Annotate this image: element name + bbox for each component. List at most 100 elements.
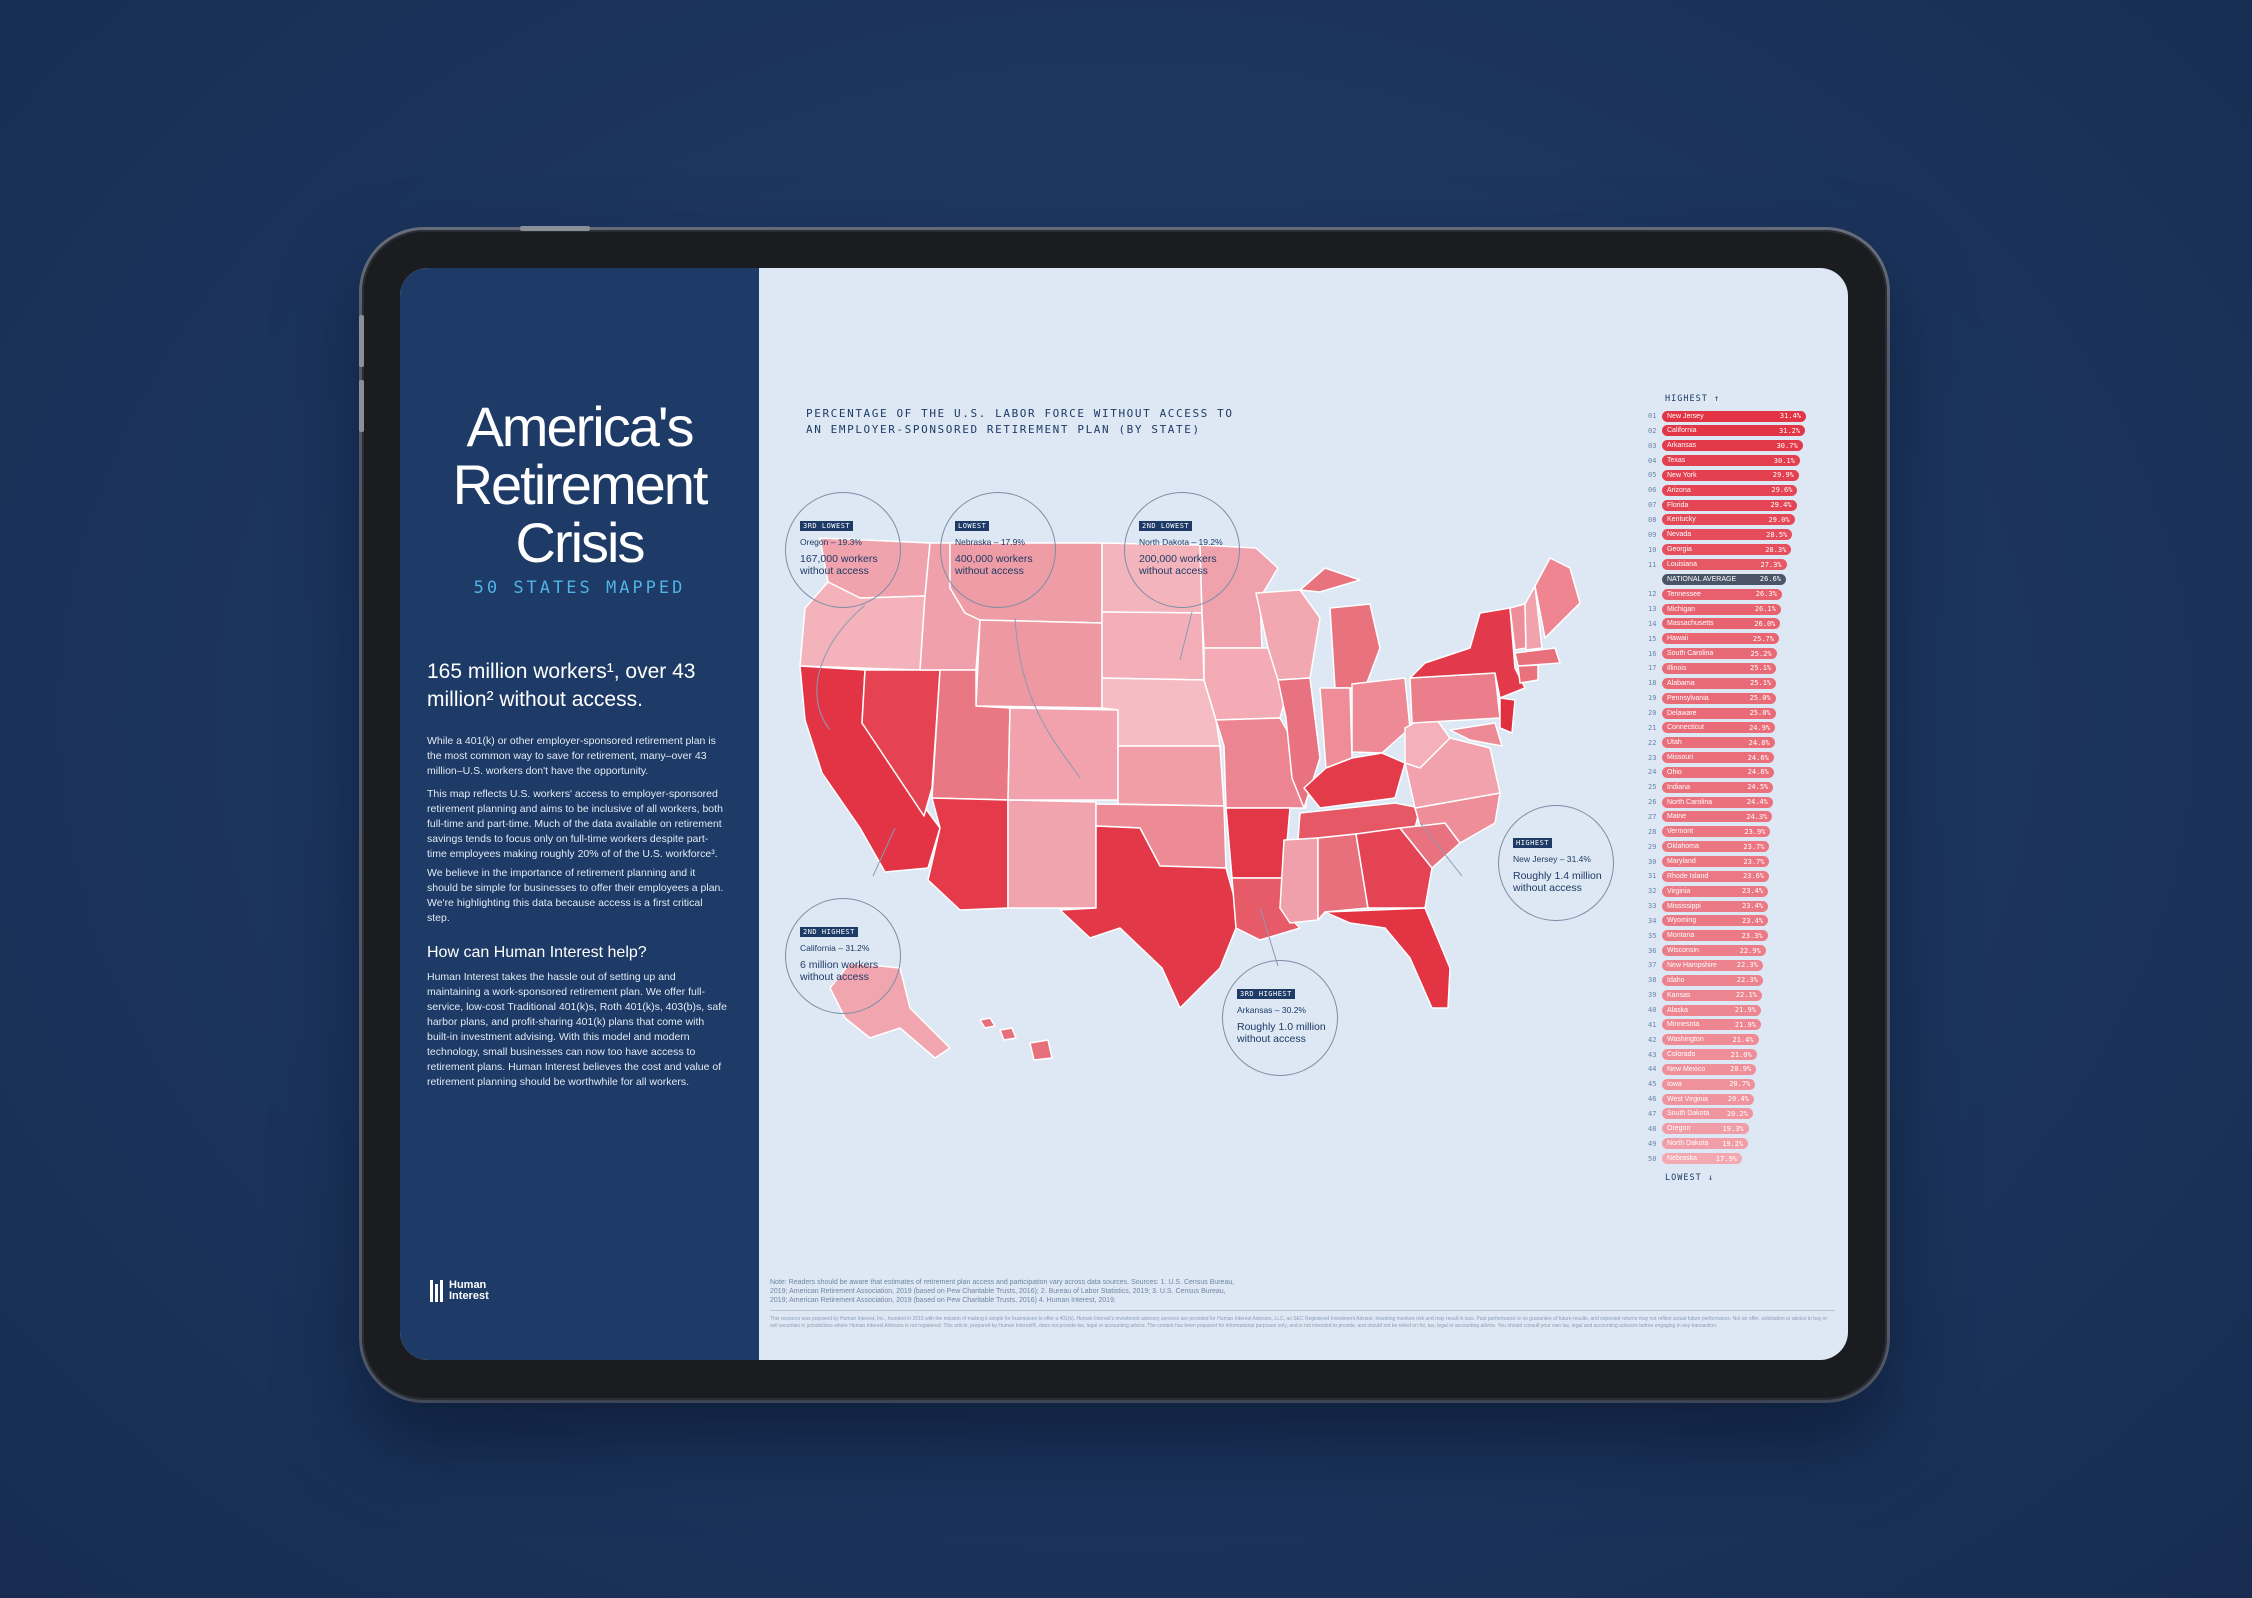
ranking-row: 45 Iowa 20.7% (1648, 1078, 1756, 1090)
ranking-row: 07 Florida 29.4% (1648, 499, 1797, 511)
ranking-state-name: Louisiana (1667, 561, 1697, 568)
ranking-row: 50 Nebraska 17.9% (1648, 1153, 1742, 1165)
ranking-value: 23.4% (1741, 887, 1764, 896)
ranking-state-name: Washington (1667, 1036, 1704, 1044)
ranking-state-name: Ohio (1667, 768, 1682, 776)
callout-badge: 2ND LOWEST (1139, 521, 1193, 531)
ranking-row: 19 Pennsylvania 25.0% (1648, 692, 1776, 704)
intro-paragraph: This map reflects U.S. workers' access t… (427, 788, 723, 860)
ranking-row: 14 Massachusetts 26.0% (1648, 618, 1781, 630)
ranking-value: 17.9% (1715, 1154, 1737, 1163)
callout-badge: LOWEST (955, 521, 990, 531)
ranking-bar: Wyoming 23.4% (1662, 915, 1769, 927)
ranking-index: 46 (1648, 1095, 1657, 1104)
ranking-state-name: Montana (1667, 932, 1695, 940)
ranking-index: 45 (1648, 1080, 1657, 1089)
ranking-state-name: California (1667, 427, 1697, 435)
callout-state: Oregon – 19.3% (800, 537, 862, 547)
ranking-value: 24.4% (1746, 798, 1768, 807)
callout-leader-line (872, 827, 896, 877)
ranking-index: 43 (1648, 1050, 1657, 1059)
ranking-value: 24.9% (1749, 723, 1771, 732)
ranking-state-name: Connecticut (1667, 724, 1704, 732)
ranking-state-name: Arkansas (1667, 442, 1697, 450)
callout-line: 167,000 workers (800, 553, 878, 565)
state-new-mexico (1007, 799, 1097, 909)
ranking-index: 02 (1648, 426, 1657, 435)
ranking-row: 28 Vermont 23.9% (1648, 826, 1771, 838)
ranking-value: 21.9% (1734, 1020, 1756, 1029)
callout-arkansas: 3RD HIGHEST Arkansas – 30.2% Roughly 1.0… (1222, 960, 1338, 1076)
callout-badge: 2ND HIGHEST (800, 927, 858, 937)
ranking-bar: Virginia 23.4% (1662, 885, 1769, 897)
ranking-row: 20 Delaware 25.0% (1648, 707, 1776, 719)
state-hawaii (979, 1017, 1053, 1061)
ranking-state-name: North Carolina (1667, 798, 1713, 806)
ranking-state-name: Missouri (1667, 754, 1694, 762)
callout-nebraska: LOWEST Nebraska – 17.9% 400,000 workers … (940, 492, 1056, 608)
ranking-index: 14 (1648, 619, 1657, 628)
ranking-index: 10 (1648, 545, 1657, 554)
ranking-state-name: NATIONAL AVERAGE (1667, 575, 1737, 583)
ranking-index: 18 (1648, 679, 1657, 688)
ranking-bar: Arkansas 30.7% (1662, 440, 1803, 452)
ranking-index: 07 (1648, 501, 1657, 510)
ranking-value: 30.1% (1773, 456, 1795, 465)
ranking-row: 08 Kentucky 29.0% (1648, 514, 1795, 526)
intro-paragraph: While a 401(k) or other employer-sponsor… (427, 735, 716, 777)
state-mississippi (1279, 837, 1319, 924)
ranking-row: 01 New Jersey 31.4% (1648, 410, 1806, 422)
ranking-bar: Texas 30.1% (1662, 455, 1800, 467)
callout-leader-line (816, 604, 866, 731)
ranking-bar: North Dakota 19.2% (1662, 1138, 1749, 1150)
ranking-value: 22.9% (1739, 946, 1761, 955)
disclaimer: This resource was prepared by Human Inte… (770, 1316, 1828, 1329)
ranking-row: 25 Indiana 24.5% (1648, 781, 1774, 793)
callout-line: 6 million workers (800, 959, 879, 971)
map-title-line: AN EMPLOYER-SPONSORED RETIREMENT PLAN (B… (806, 423, 1201, 436)
ranking-index: 19 (1648, 694, 1657, 703)
ranking-bar: Washington 21.4% (1662, 1034, 1759, 1046)
ranking-index: 47 (1648, 1109, 1657, 1118)
ranking-state-name: West Virginia (1667, 1095, 1708, 1103)
ranking-index: 49 (1648, 1139, 1657, 1148)
callout-oregon: 3RD LOWEST Oregon – 19.3% 167,000 worker… (785, 492, 901, 608)
ranking-row: 35 Montana 23.3% (1648, 930, 1768, 942)
ranking-state-name: New Jersey (1667, 412, 1704, 420)
ranking-index: 35 (1648, 931, 1657, 940)
tablet-side-button (359, 380, 364, 432)
ranking-bar: Kansas 22.1% (1662, 989, 1762, 1001)
page-title: America's Retirement Crisis (452, 395, 709, 574)
ranking-bar: Pennsylvania 25.0% (1662, 692, 1776, 704)
ranking-index: 15 (1648, 634, 1657, 643)
state-florida (1324, 907, 1451, 1009)
ranking-state-name: Kansas (1667, 991, 1691, 999)
ranking-value: 29.0% (1768, 515, 1790, 524)
ranking-state-name: North Dakota (1667, 1140, 1709, 1148)
help-paragraph: Human Interest takes the hassle out of s… (427, 971, 727, 1088)
ranking-value: 20.4% (1727, 1095, 1749, 1104)
ranking-bar: Rhode Island 23.6% (1662, 870, 1770, 882)
ranking-state-name: South Dakota (1667, 1110, 1710, 1118)
state-wyoming (975, 619, 1103, 709)
ranking-state-name: Alabama (1667, 679, 1695, 687)
ranking-value: 26.0% (1754, 619, 1776, 628)
tablet-side-button (359, 315, 364, 367)
ranking-index: 05 (1648, 471, 1657, 480)
state-new-jersey (1499, 697, 1516, 734)
ranking-value: 21.9% (1734, 1006, 1756, 1014)
ranking-state-name: Nevada (1667, 531, 1692, 539)
ranking-index: 40 (1648, 1006, 1657, 1014)
ranking-state-name: New Hampshire (1667, 961, 1717, 969)
ranking-index: 24 (1648, 768, 1657, 777)
ranking-index: 01 (1648, 412, 1657, 420)
state-michigan (1299, 567, 1381, 689)
ranking-bar: New Jersey 31.4% (1662, 410, 1806, 422)
ranking-state-name: Wisconsin (1667, 947, 1699, 955)
ranking-row: 03 Arkansas 30.7% (1648, 440, 1803, 452)
ranking-state-name: Mississippi (1667, 902, 1701, 910)
ranking-index: 48 (1648, 1124, 1657, 1133)
ranking-row: 43 Colorado 21.0% (1648, 1049, 1757, 1061)
ranking-row: 48 Oregon 19.3% (1648, 1123, 1749, 1135)
ranking-bar: Nevada 28.5% (1662, 529, 1793, 541)
